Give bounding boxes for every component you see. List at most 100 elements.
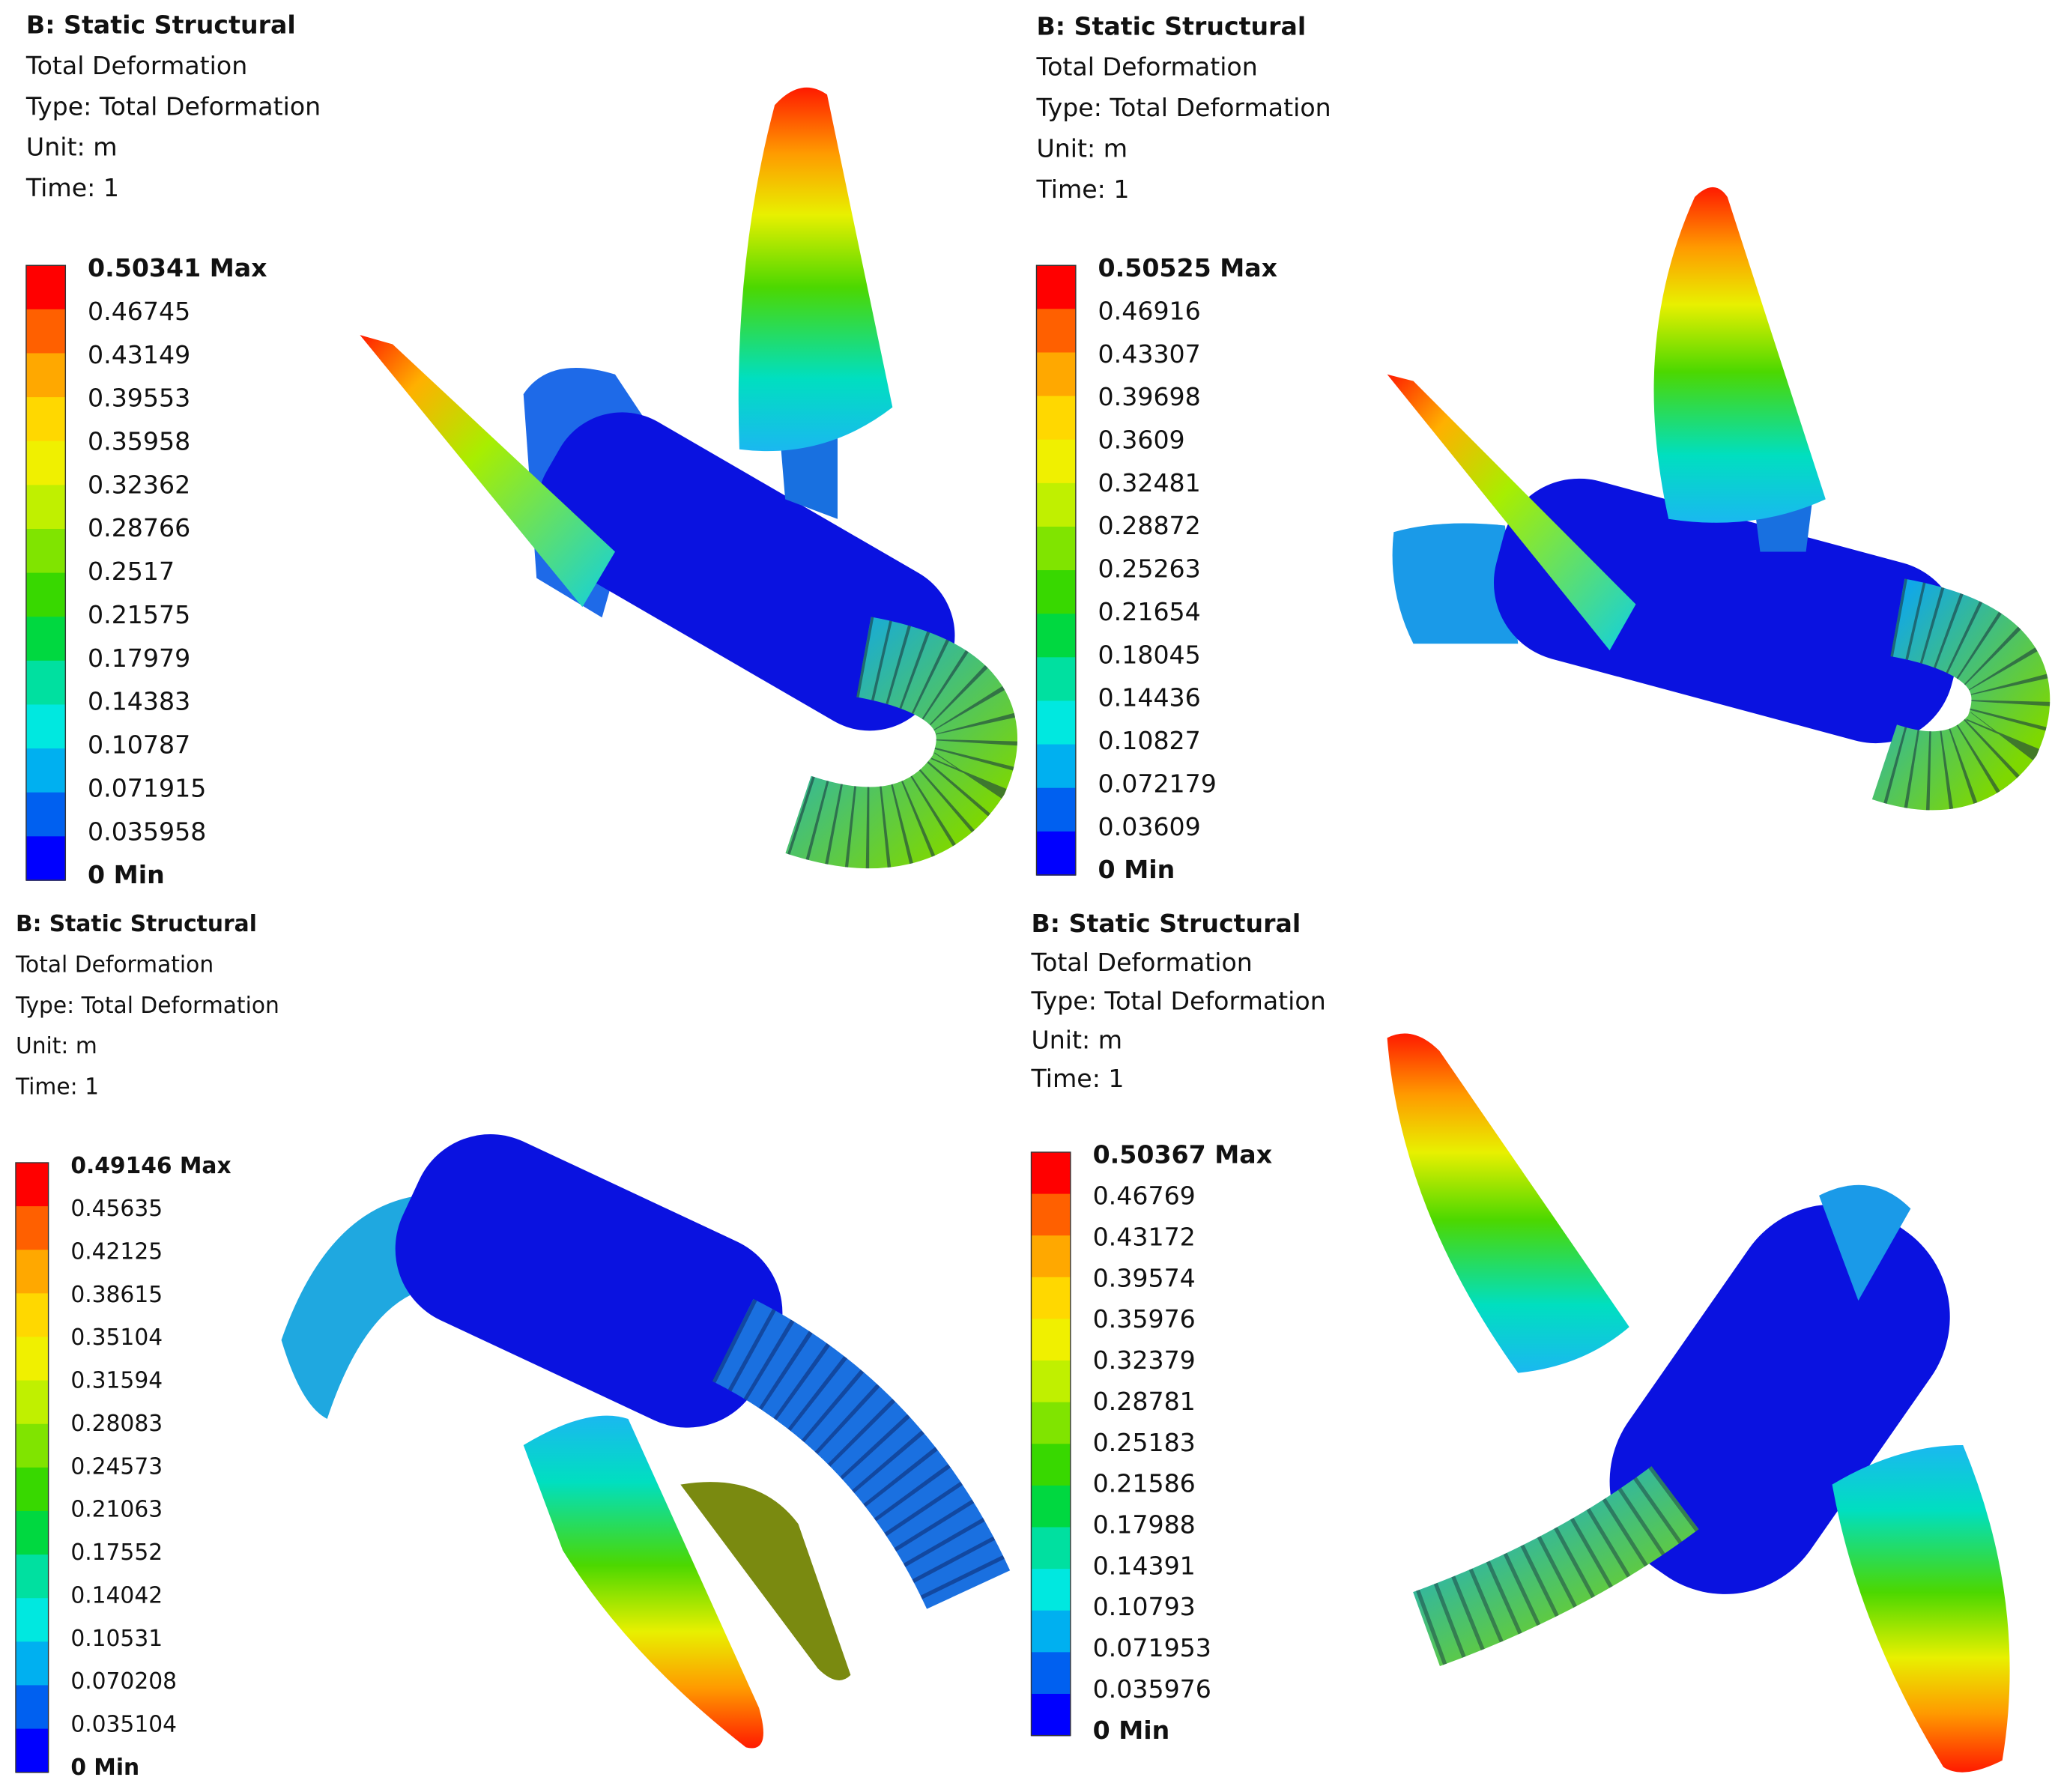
legend-band <box>1031 1151 1071 1195</box>
legend-label: 0.03609 <box>1098 812 1201 841</box>
legend-label: 0.035976 <box>1093 1674 1211 1704</box>
panel-title: B: Static Structural <box>26 10 296 40</box>
legend-label: 0.14042 <box>70 1582 163 1608</box>
blade <box>1387 374 1636 651</box>
legend-label: 0.32379 <box>1093 1345 1196 1375</box>
legend-label: 0.50367 Max <box>1093 1140 1273 1169</box>
legend-band <box>1036 396 1076 441</box>
legend-band <box>15 1641 49 1686</box>
legend-label: 0.39574 <box>1093 1263 1196 1292</box>
legend-band <box>1036 570 1076 615</box>
legend-label: 0 Min <box>88 860 165 889</box>
model-1 <box>360 87 1017 869</box>
legend-band <box>15 1510 49 1555</box>
fin <box>1832 1445 2010 1773</box>
legend-label: 0.46745 <box>88 297 190 326</box>
legend-label: 0.071953 <box>1093 1633 1211 1662</box>
fin <box>1653 187 1826 523</box>
legend-label: 0.39553 <box>88 384 190 413</box>
legend-label: 0.10531 <box>70 1626 163 1652</box>
legend-label: 0.32362 <box>88 470 190 499</box>
legend-band <box>15 1250 49 1295</box>
legend-label: 0 Min <box>1098 855 1175 884</box>
model-4 <box>1387 1033 2010 1773</box>
panel-info: Type: Total Deformation <box>1035 93 1331 122</box>
legend-label: 0.17988 <box>1093 1510 1196 1539</box>
legend-band <box>1036 744 1076 789</box>
legend-band <box>25 441 66 486</box>
body <box>1609 1204 1950 1594</box>
legend-band <box>1036 439 1076 484</box>
legend-label: 0.21654 <box>1098 597 1201 626</box>
legend-band <box>1031 1652 1071 1695</box>
panel-title: B: Static Structural <box>1036 11 1306 40</box>
legend-band <box>1036 614 1076 659</box>
panel-info: Type: Total Deformation <box>25 91 321 121</box>
legend-band <box>15 1423 49 1468</box>
legend-label: 0.035958 <box>88 817 206 846</box>
panel-info: Time: 1 <box>25 173 119 202</box>
panel-title: B: Static Structural <box>1031 909 1301 938</box>
legend-label: 0.25183 <box>1093 1428 1196 1457</box>
legend-label: 0.42125 <box>70 1238 163 1265</box>
panel-info: Time: 1 <box>1035 175 1129 204</box>
panel-info: Unit: m <box>16 1033 97 1059</box>
legend-frame <box>1035 264 1077 876</box>
legend-band <box>15 1685 49 1730</box>
fin <box>738 87 893 452</box>
legend-band <box>15 1293 49 1338</box>
legend-band <box>25 485 66 530</box>
legend-label: 0.072179 <box>1098 769 1217 798</box>
rib-ring <box>1819 1184 1911 1301</box>
tube <box>1413 1466 1699 1666</box>
legend-label: 0.25263 <box>1098 554 1201 584</box>
legend-band <box>1036 265 1076 310</box>
legend-label: 0.10793 <box>1093 1592 1196 1621</box>
legend-label: 0.035104 <box>70 1712 177 1738</box>
legend-label: 0 Min <box>1093 1716 1170 1745</box>
legend-label: 0.21586 <box>1093 1469 1196 1498</box>
legend-band <box>25 309 66 354</box>
legend-label: 0.46916 <box>1098 296 1201 325</box>
legend-label: 0.50525 Max <box>1098 253 1278 282</box>
legend-band <box>1036 482 1076 527</box>
model-3 <box>281 1134 1011 1749</box>
legend-label: 0.071915 <box>88 773 206 802</box>
legend-band <box>1036 309 1076 354</box>
legend-band <box>1031 1693 1071 1737</box>
legend-band <box>25 617 66 662</box>
legend-label: 0.14391 <box>1093 1551 1196 1580</box>
legend-frame <box>25 264 67 881</box>
panel-info: Total Deformation <box>1035 52 1257 82</box>
legend-band <box>15 1206 49 1251</box>
legend-label: 0.28872 <box>1098 511 1201 540</box>
legend-band <box>1036 787 1076 832</box>
legend-band <box>15 1380 49 1425</box>
legend-label: 0.14383 <box>88 687 190 716</box>
legend-band <box>1036 526 1076 571</box>
legend-label: 0.070208 <box>70 1668 177 1695</box>
panel-info: Type: Total Deformation <box>1030 987 1325 1016</box>
legend-band <box>1031 1319 1071 1361</box>
legend-band <box>1031 1360 1071 1403</box>
legend-label: 0.21063 <box>70 1497 163 1523</box>
blade <box>360 335 616 608</box>
blade <box>680 1482 851 1680</box>
legend-band <box>1036 831 1076 876</box>
legend-band <box>1031 1402 1071 1445</box>
legend-label: 0.28766 <box>88 513 190 542</box>
panel-info: Total Deformation <box>1030 948 1252 977</box>
panel-title: B: Static Structural <box>16 911 257 937</box>
legend-label: 0.28781 <box>1093 1387 1196 1416</box>
legend-band <box>1031 1444 1071 1486</box>
legend-band <box>25 265 66 310</box>
legend-band <box>15 1162 49 1207</box>
legend-label: 0.43149 <box>88 340 190 369</box>
legend-label: 0.14436 <box>1098 683 1201 712</box>
legend-frame <box>15 1162 49 1773</box>
panel-info: Type: Total Deformation <box>15 993 279 1019</box>
legend-label: 0.32481 <box>1098 468 1201 497</box>
model-2 <box>1387 187 2051 811</box>
legend-label: 0.43307 <box>1098 339 1201 369</box>
